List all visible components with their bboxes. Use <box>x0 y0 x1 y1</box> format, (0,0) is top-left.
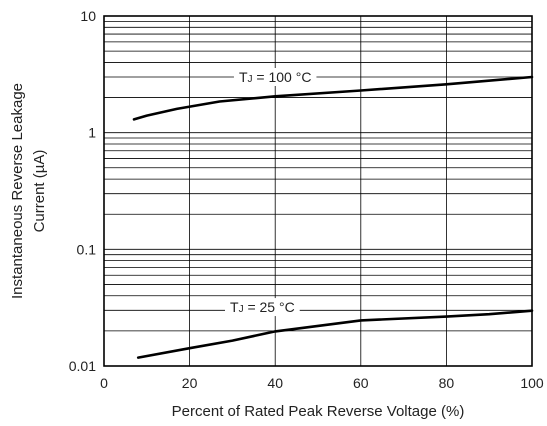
y-axis-label-line-2: Current (µA) <box>31 150 48 233</box>
y-axis-label-line-1: Instantaneous Reverse Leakage <box>9 83 26 299</box>
y-tick-label: 0.01 <box>69 358 96 374</box>
grid <box>104 16 532 366</box>
series-label-background <box>233 68 317 87</box>
tick-labels: 0 20 40 60 80 100 0.01 0.1 1 10 <box>69 8 544 391</box>
series-label-background <box>225 298 300 317</box>
x-tick-label: 40 <box>267 375 283 391</box>
plot-frame <box>103 15 533 367</box>
series-line-2 <box>136 309 534 359</box>
x-tick-label: 100 <box>520 375 544 391</box>
x-tick-label: 0 <box>100 375 108 391</box>
series-label-1: TJ = 100 °C <box>239 69 311 85</box>
x-tick-label: 80 <box>439 375 455 391</box>
y-tick-label: 0.1 <box>77 241 97 257</box>
x-tick-label: 20 <box>182 375 198 391</box>
y-axis-label: Instantaneous Reverse Leakage Current (µ… <box>9 83 48 299</box>
y-tick-label: 10 <box>80 8 96 24</box>
y-tick-label: 1 <box>88 125 96 141</box>
series-label-2: TJ = 25 °C <box>230 299 295 315</box>
series-group: TJ = 100 °C TJ = 25 °C <box>132 68 534 359</box>
x-axis-label: Percent of Rated Peak Reverse Voltage (%… <box>172 403 465 420</box>
series-line-1 <box>132 75 534 121</box>
x-tick-label: 60 <box>353 375 369 391</box>
